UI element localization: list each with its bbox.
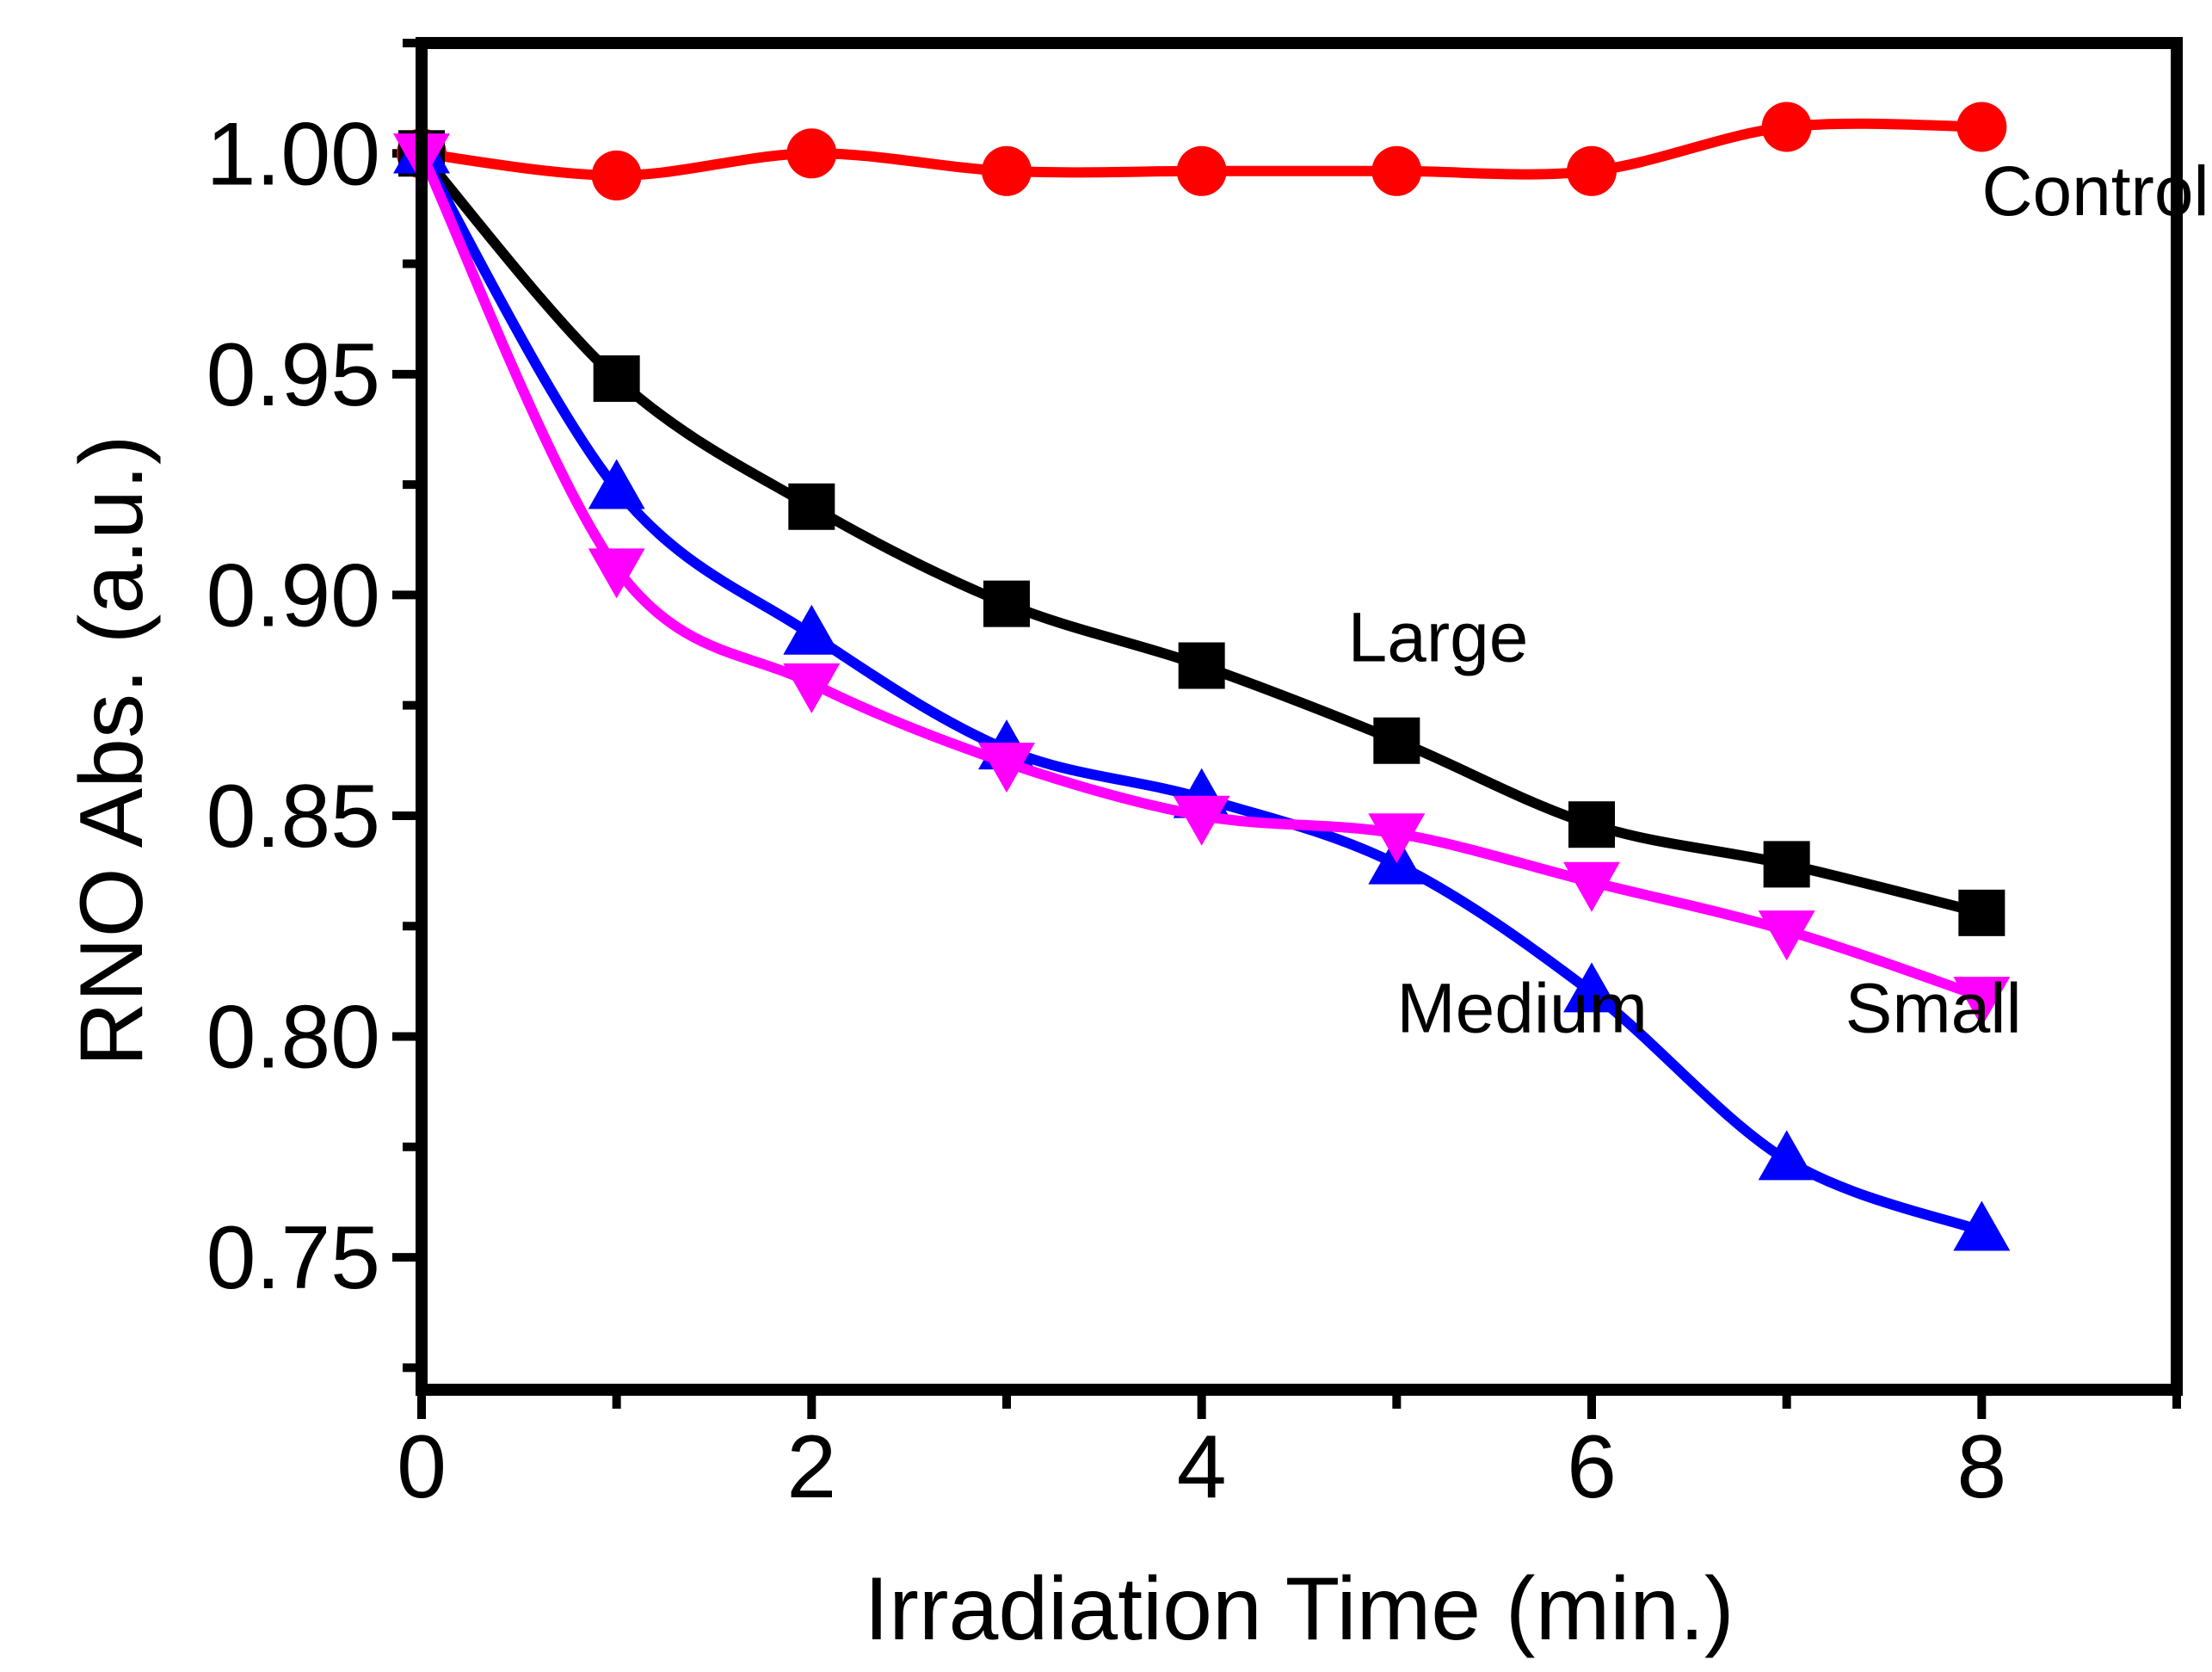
data-point-control [591, 150, 642, 201]
y-tick-label: 0.75 [206, 1208, 380, 1308]
data-point-large [593, 355, 640, 402]
data-point-large [983, 580, 1030, 627]
x-tick-label: 2 [786, 1417, 836, 1517]
data-point-large [1958, 889, 2006, 936]
data-point-medium [1758, 1130, 1815, 1181]
data-point-control [786, 128, 837, 179]
y-axis-title: RNO Abs. (a.u.) [62, 435, 162, 1067]
y-tick-label: 0.85 [206, 767, 380, 867]
data-point-medium [1563, 962, 1620, 1013]
x-tick-label: 0 [397, 1417, 447, 1517]
series-label-small: Small [1845, 969, 2022, 1047]
data-point-control [1956, 102, 2007, 152]
x-tick-label: 6 [1567, 1417, 1617, 1517]
series-label-control: Control [1981, 152, 2209, 231]
series-small [393, 133, 2011, 1027]
data-point-large [788, 483, 835, 530]
data-point-large [1373, 717, 1420, 764]
data-point-medium [783, 604, 841, 655]
data-point-small [978, 743, 1035, 793]
plot-frame [416, 37, 2183, 1396]
chart-labels: 0 2 4 6 8 0.75 0.80 0.85 0.90 0.95 1.00 Irradiation… [62, 104, 2209, 1659]
data-point-large [1178, 642, 1225, 689]
data-point-small [1953, 977, 2011, 1027]
data-point-control [1567, 145, 1617, 196]
data-point-medium [588, 459, 645, 509]
data-point-large [1763, 841, 1810, 888]
data-point-control [1176, 145, 1227, 196]
data-point-small [1758, 910, 1815, 961]
data-point-large [1568, 801, 1615, 848]
y-tick-label: 1.00 [206, 104, 380, 204]
series-layer [393, 102, 2011, 1251]
data-point-control [1371, 145, 1422, 196]
series-control [397, 102, 2007, 201]
data-point-control [982, 145, 1032, 196]
x-axis-title: Irradiation Time (min.) [864, 1559, 1734, 1659]
y-tick-label: 0.90 [206, 546, 380, 645]
data-point-small [1563, 861, 1620, 912]
y-tick-label: 0.80 [206, 988, 380, 1088]
data-point-small [588, 548, 645, 599]
series-label-large: Large [1348, 598, 1529, 676]
y-tick-label: 0.95 [206, 325, 380, 425]
data-point-small [783, 663, 841, 713]
data-point-small [1173, 795, 1230, 846]
data-point-small [1368, 813, 1426, 864]
series-label-medium: Medium [1396, 969, 1648, 1047]
x-tick-label: 8 [1956, 1417, 2006, 1517]
x-tick-label: 4 [1177, 1417, 1227, 1517]
data-point-control [1761, 102, 1812, 152]
data-point-medium [1953, 1200, 2011, 1251]
